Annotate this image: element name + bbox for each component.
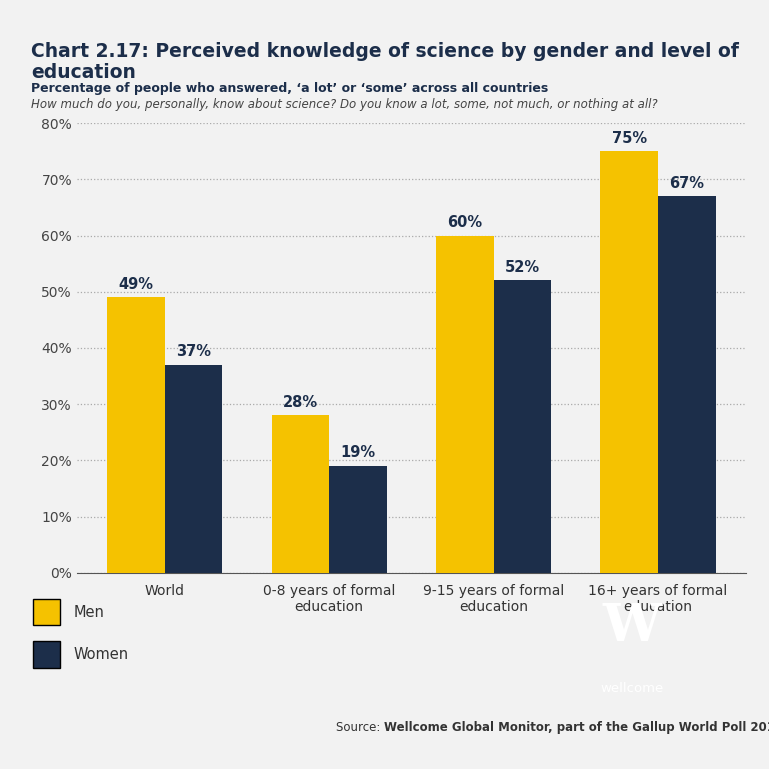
- Text: 52%: 52%: [504, 260, 540, 275]
- FancyBboxPatch shape: [34, 641, 60, 667]
- Text: 49%: 49%: [118, 277, 154, 291]
- Text: Chart 2.17: Perceived knowledge of science by gender and level of: Chart 2.17: Perceived knowledge of scien…: [31, 42, 739, 62]
- Text: How much do you, personally, know about science? Do you know a lot, some, not mu: How much do you, personally, know about …: [31, 98, 657, 112]
- Text: W: W: [603, 601, 662, 652]
- Text: Men: Men: [74, 604, 105, 620]
- Text: 28%: 28%: [283, 394, 318, 410]
- Text: 60%: 60%: [448, 215, 482, 230]
- Text: education: education: [31, 63, 135, 82]
- Text: wellcome: wellcome: [601, 682, 664, 695]
- Bar: [494, 281, 551, 573]
- Text: 75%: 75%: [611, 131, 647, 145]
- Text: Source:: Source:: [336, 721, 384, 734]
- Text: 19%: 19%: [341, 445, 375, 461]
- Bar: [658, 196, 715, 573]
- Text: Wellcome Global Monitor, part of the Gallup World Poll 2018: Wellcome Global Monitor, part of the Gal…: [384, 721, 769, 734]
- FancyBboxPatch shape: [34, 599, 60, 625]
- Text: Percentage of people who answered, ‘a lot’ or ‘some’ across all countries: Percentage of people who answered, ‘a lo…: [31, 82, 548, 95]
- Bar: [436, 235, 494, 573]
- Bar: [108, 298, 165, 573]
- Bar: [329, 466, 387, 573]
- Text: Women: Women: [74, 647, 129, 662]
- Text: 67%: 67%: [669, 175, 704, 191]
- Bar: [601, 151, 658, 573]
- Bar: [165, 365, 222, 573]
- Bar: [271, 415, 329, 573]
- Text: 37%: 37%: [176, 345, 211, 359]
